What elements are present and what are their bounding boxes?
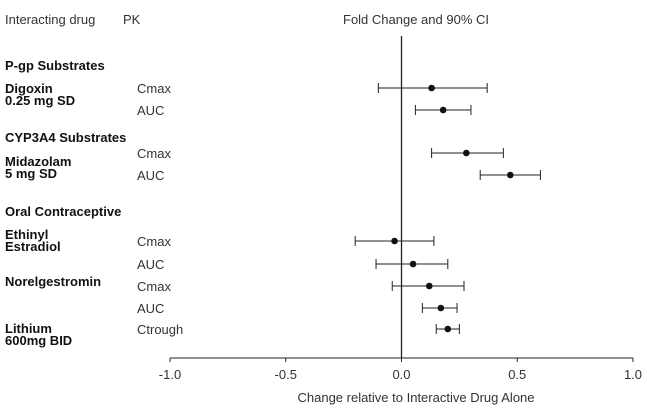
header-pk: PK (123, 12, 141, 27)
point-estimate (437, 304, 445, 312)
forest-row (375, 259, 449, 269)
pk-label: Cmax (137, 279, 171, 294)
point-estimate (444, 325, 452, 333)
point-estimate (391, 237, 398, 245)
pk-label: Ctrough (137, 322, 183, 337)
x-tick-label: -0.5 (275, 367, 297, 382)
pk-label: AUC (137, 168, 164, 183)
forest-row (414, 105, 472, 115)
point-estimate (425, 282, 433, 290)
pk-label: AUC (137, 301, 164, 316)
drug-label-digoxin-1: Digoxin (5, 81, 53, 96)
header-fold-change: Fold Change and 90% CI (343, 12, 489, 27)
pk-label: Cmax (137, 81, 171, 96)
point-estimate (409, 260, 417, 268)
pk-label: Cmax (137, 234, 171, 249)
forest-row (391, 281, 465, 291)
forest-row (354, 236, 435, 246)
forest-row (377, 83, 488, 93)
pk-label: Cmax (137, 146, 171, 161)
point-estimate (428, 84, 435, 92)
pk-label: AUC (137, 103, 164, 118)
point-estimate (463, 149, 470, 157)
forest-rows: Cmax AUC Cmax AUC Cmax AUC Cmax AUC Ctrough (137, 81, 541, 337)
group-label-pgp: P-gp Substrates (5, 58, 105, 73)
drug-label-lithium-2: 600mg BID (5, 333, 72, 348)
forest-row (431, 148, 504, 158)
group-label-oral-contraceptive: Oral Contraceptive (5, 204, 121, 219)
x-tick-label: 0.0 (392, 367, 410, 382)
drug-label-lithium-1: Lithium (5, 321, 52, 336)
forest-row (479, 170, 541, 180)
pk-label: AUC (137, 257, 164, 272)
group-label-cyp3a4: CYP3A4 Substrates (5, 130, 126, 145)
forest-row (421, 303, 458, 313)
forest-row (435, 324, 460, 334)
x-axis-title: Change relative to Interactive Drug Alon… (297, 390, 534, 405)
drug-label-norelgestromin: Norelgestromin (5, 274, 101, 289)
drug-label-digoxin-2: 0.25 mg SD (5, 93, 75, 108)
drug-label-midazolam-2: 5 mg SD (5, 166, 57, 181)
drug-label-ethinyl-1: Ethinyl (5, 227, 48, 242)
point-estimate (507, 171, 514, 179)
x-tick-label: -1.0 (159, 367, 181, 382)
x-axis-ticks: -1.0 -0.5 0.0 0.5 1.0 (159, 358, 642, 382)
x-tick-label: 0.5 (508, 367, 526, 382)
drug-label-ethinyl-2: Estradiol (5, 239, 61, 254)
point-estimate (439, 106, 447, 114)
header-interacting-drug: Interacting drug (5, 12, 95, 27)
drug-label-midazolam-1: Midazolam (5, 154, 71, 169)
x-tick-label: 1.0 (624, 367, 642, 382)
